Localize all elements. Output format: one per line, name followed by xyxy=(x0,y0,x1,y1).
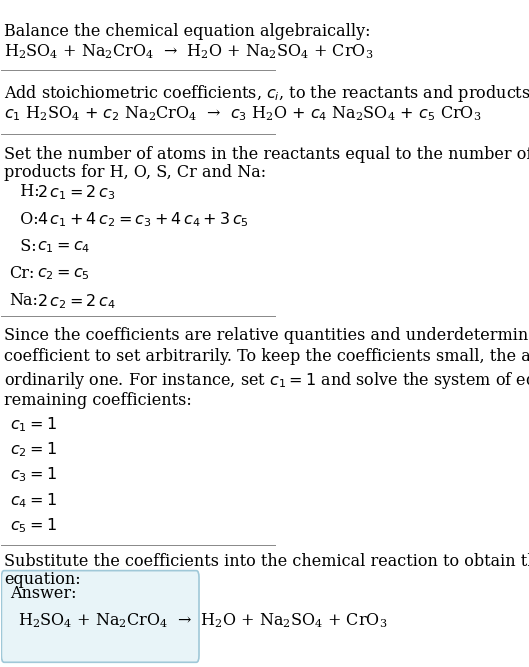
Text: $c_2 = 1$: $c_2 = 1$ xyxy=(10,440,57,459)
Text: $2\,c_1 = 2\,c_3$: $2\,c_1 = 2\,c_3$ xyxy=(37,183,115,202)
Text: $\mathregular{H_2SO_4}$ + $\mathregular{Na_2CrO_4}$  →  $\mathregular{H_2O}$ + $: $\mathregular{H_2SO_4}$ + $\mathregular{… xyxy=(18,612,387,630)
Text: H:: H: xyxy=(10,183,39,200)
Text: $c_1\ \mathregular{H_2SO_4}$ $+\ c_2\ \mathregular{Na_2CrO_4}$  →  $c_3\ \mathre: $c_1\ \mathregular{H_2SO_4}$ $+\ c_2\ \m… xyxy=(4,104,481,123)
Text: Cr:: Cr: xyxy=(10,265,35,282)
Text: $c_3 = 1$: $c_3 = 1$ xyxy=(10,466,57,484)
Text: $c_2 = c_5$: $c_2 = c_5$ xyxy=(37,265,90,282)
Text: $c_1 = 1$: $c_1 = 1$ xyxy=(10,415,57,434)
Text: S:: S: xyxy=(10,238,37,255)
Text: Set the number of atoms in the reactants equal to the number of atoms in the: Set the number of atoms in the reactants… xyxy=(4,146,529,163)
Text: $c_5 = 1$: $c_5 = 1$ xyxy=(10,516,57,535)
Text: $2\,c_2 = 2\,c_4$: $2\,c_2 = 2\,c_4$ xyxy=(37,292,116,311)
Text: remaining coefficients:: remaining coefficients: xyxy=(4,392,192,409)
Text: $4\,c_1 + 4\,c_2 = c_3 + 4\,c_4 + 3\,c_5$: $4\,c_1 + 4\,c_2 = c_3 + 4\,c_4 + 3\,c_5… xyxy=(37,211,249,229)
Text: ordinarily one. For instance, set $c_1 = 1$ and solve the system of equations fo: ordinarily one. For instance, set $c_1 =… xyxy=(4,370,529,391)
Text: $\mathregular{H_2SO_4}$ + $\mathregular{Na_2CrO_4}$  →  $\mathregular{H_2O}$ + $: $\mathregular{H_2SO_4}$ + $\mathregular{… xyxy=(4,43,373,61)
Text: equation:: equation: xyxy=(4,571,81,588)
Text: $c_1 = c_4$: $c_1 = c_4$ xyxy=(37,238,90,255)
Text: Substitute the coefficients into the chemical reaction to obtain the balanced: Substitute the coefficients into the che… xyxy=(4,553,529,570)
Text: Answer:: Answer: xyxy=(10,585,76,602)
Text: products for H, O, S, Cr and Na:: products for H, O, S, Cr and Na: xyxy=(4,164,266,181)
Text: Since the coefficients are relative quantities and underdetermined, choose a: Since the coefficients are relative quan… xyxy=(4,327,529,344)
Text: $c_4 = 1$: $c_4 = 1$ xyxy=(10,491,57,510)
Text: coefficient to set arbitrarily. To keep the coefficients small, the arbitrary va: coefficient to set arbitrarily. To keep … xyxy=(4,348,529,366)
FancyBboxPatch shape xyxy=(2,571,199,662)
Text: Balance the chemical equation algebraically:: Balance the chemical equation algebraica… xyxy=(4,23,371,39)
Text: Add stoichiometric coefficients, $c_i$, to the reactants and products:: Add stoichiometric coefficients, $c_i$, … xyxy=(4,83,529,104)
Text: Na:: Na: xyxy=(10,292,39,309)
Text: O:: O: xyxy=(10,211,38,227)
